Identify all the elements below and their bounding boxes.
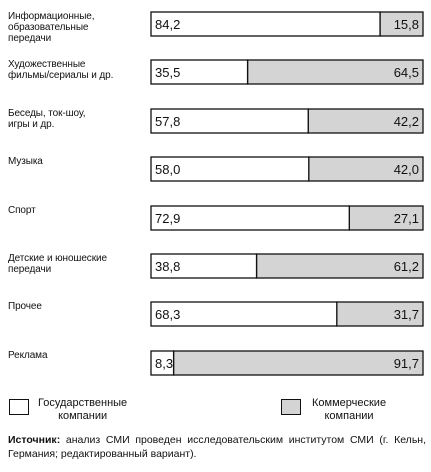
bar-state-8 [150, 350, 175, 376]
source-heading: Источник: [8, 434, 61, 446]
value-label-commercial-2: 64,5 [394, 65, 419, 80]
value-label-commercial-7: 31,7 [394, 307, 419, 322]
category-label-8: Реклама [8, 350, 148, 361]
category-label-1: Информационные, образовательные передачи [8, 11, 148, 44]
value-label-state-8: 8,3 [155, 356, 173, 371]
category-label-4: Музыка [8, 156, 148, 167]
value-label-commercial-3: 42,2 [394, 114, 419, 129]
bar-state-6 [150, 253, 258, 279]
legend-label-commercial-line-1: Коммерческие [312, 397, 387, 409]
category-label-3-line-1: Беседы, ток-шоу, [8, 108, 86, 119]
legend-label-commercial-line-2: компании [324, 410, 374, 422]
legend-label-state: Государственные компании [38, 397, 127, 423]
category-label-6-line-1: Детские и юношеские [8, 253, 107, 264]
category-label-2: Художественные фильмы/сериалы и др. [8, 59, 148, 81]
value-label-commercial-8: 91,7 [394, 356, 419, 371]
value-label-state-3: 57,8 [155, 114, 180, 129]
category-label-7-line-1: Прочее [8, 301, 42, 312]
chart-area: 84,2 15,8 35,5 64,5 57,8 42,2 58,0 42,0 72,9 27,1… [8, 11, 424, 376]
category-label-5-line-1: Спорт [8, 205, 36, 216]
category-label-3: Беседы, ток-шоу, игры и др. [8, 108, 148, 130]
source-note: Источник: анализ СМИ проведен исследоват… [8, 433, 426, 461]
value-label-state-2: 35,5 [155, 65, 180, 80]
stacked-bar-chart: 84,2 15,8 35,5 64,5 57,8 42,2 58,0 42,0 72,9 27,1… [150, 11, 424, 376]
category-label-4-line-1: Музыка [8, 156, 43, 167]
category-label-7: Прочее [8, 301, 148, 312]
legend-label-state-line-1: Государственные [38, 397, 128, 409]
bar-state-3 [150, 108, 309, 134]
legend-label-state-line-2: компании [58, 410, 108, 422]
category-label-8-line-1: Реклама [8, 350, 48, 361]
bar-state-4 [150, 156, 310, 182]
bar-state-1 [150, 11, 381, 37]
bar-state-5 [150, 205, 350, 231]
value-label-state-1: 84,2 [155, 17, 180, 32]
category-label-2-line-1: Художественные [8, 59, 86, 70]
bar-commercial-7 [336, 301, 424, 327]
bar-commercial-2 [246, 59, 424, 85]
value-label-state-7: 68,3 [155, 307, 180, 322]
category-label-2-line-2: фильмы/сериалы и др. [8, 70, 114, 81]
legend-swatch-state [9, 399, 29, 415]
bar-state-7 [150, 301, 338, 327]
bar-commercial-3 [307, 108, 424, 134]
value-label-state-5: 72,9 [155, 211, 180, 226]
source-text: анализ СМИ проведен исследовательским ин… [8, 434, 426, 460]
value-label-commercial-4: 42,0 [394, 162, 419, 177]
value-label-commercial-6: 61,2 [394, 259, 419, 274]
category-label-5: Спорт [8, 205, 148, 216]
category-label-1-line-2: образовательные [8, 22, 89, 33]
category-label-1-line-1: Информационные, [8, 11, 95, 22]
bar-commercial-8 [172, 350, 424, 376]
value-label-commercial-5: 27,1 [394, 211, 419, 226]
bar-state-2 [150, 59, 249, 85]
category-label-1-line-3: передачи [8, 33, 52, 44]
value-label-state-6: 38,8 [155, 259, 180, 274]
category-label-6: Детские и юношеские передачи [8, 253, 148, 275]
value-label-state-4: 58,0 [155, 162, 180, 177]
category-label-6-line-2: передачи [8, 264, 52, 275]
legend-label-commercial: Коммерческие компании [312, 397, 386, 423]
category-label-3-line-2: игры и др. [8, 119, 55, 130]
value-label-commercial-1: 15,8 [394, 17, 419, 32]
legend-swatch-commercial [281, 399, 301, 415]
